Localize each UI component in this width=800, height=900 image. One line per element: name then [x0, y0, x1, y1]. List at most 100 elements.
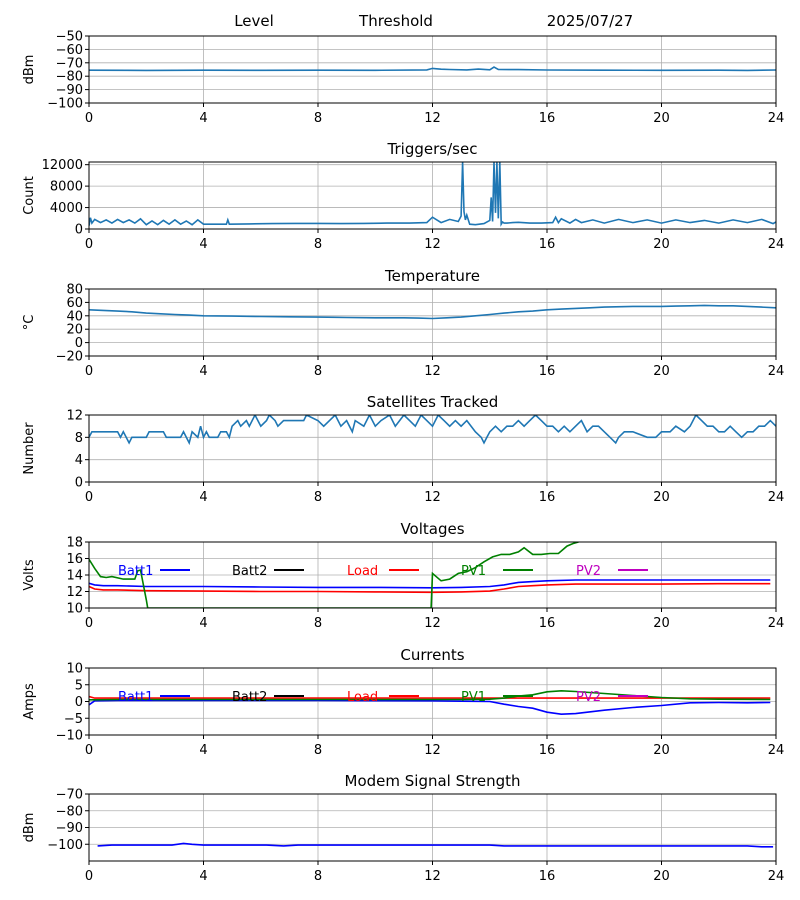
x-tick-label: 4 — [199, 869, 207, 884]
y-tick-label: −100 — [47, 838, 83, 853]
y-tick-label: 8000 — [50, 180, 83, 195]
y-tick-label: −20 — [56, 350, 83, 365]
x-tick-label: 20 — [653, 364, 670, 379]
legend-label: Batt1 — [118, 690, 153, 705]
chart-title: Currents — [400, 646, 464, 664]
x-tick-label: 24 — [768, 490, 785, 505]
x-tick-label: 0 — [85, 743, 93, 758]
legend-label: PV2 — [576, 690, 601, 705]
y-tick-label: 8 — [75, 431, 83, 446]
y-tick-label: 10 — [66, 662, 83, 677]
x-tick-label: 4 — [199, 490, 207, 505]
y-tick-label: −90 — [56, 821, 83, 836]
series-line-batt1 — [89, 699, 771, 716]
x-tick-label: 0 — [85, 490, 93, 505]
x-tick-label: 20 — [653, 111, 670, 126]
y-tick-label: −50 — [56, 30, 83, 45]
x-tick-label: 16 — [539, 743, 556, 758]
y-axis-label: Volts — [22, 559, 37, 591]
legend-label: Batt2 — [232, 690, 267, 705]
chart-title: Temperature — [384, 267, 480, 285]
panel-level: 0 4 8 12 16 20 24 −100−90−80−70−60−50 dBm — [22, 30, 784, 127]
x-tick-label: 24 — [768, 869, 785, 884]
x-tick-label: 16 — [539, 111, 556, 126]
x-tick-label: 24 — [768, 616, 785, 631]
y-axis-label: Amps — [22, 683, 37, 720]
x-tick-label: 20 — [653, 743, 670, 758]
series-line — [89, 162, 776, 227]
header-threshold: Threshold — [358, 12, 433, 30]
x-tick-label: 20 — [653, 616, 670, 631]
x-tick-label: 4 — [199, 743, 207, 758]
y-axis-label: °C — [22, 315, 37, 331]
chart-title: Modem Signal Strength — [345, 772, 521, 790]
x-tick-label: 8 — [314, 869, 322, 884]
panel-currents: 0 4 8 12 16 20 24 −10 −5 0 510 Currents Amps Batt1 Bat… — [22, 646, 784, 758]
x-tick-label: 0 — [85, 616, 93, 631]
y-tick-label: −5 — [64, 712, 83, 727]
y-axis-label: dBm — [22, 55, 37, 85]
legend-label: PV1 — [461, 564, 486, 579]
x-tick-label: 16 — [539, 616, 556, 631]
series-line — [89, 415, 776, 446]
y-tick-label: 0 — [75, 476, 83, 491]
chart-title: Satellites Tracked — [367, 393, 498, 411]
x-tick-label: 4 — [199, 111, 207, 126]
y-tick-label: 12000 — [42, 158, 83, 173]
panel-satellites: 0 4 8 12 16 20 24 0 4 8 12 Satellites Tracked Number — [22, 393, 784, 505]
y-tick-label: 4 — [75, 453, 83, 468]
x-tick-label: 16 — [539, 869, 556, 884]
y-tick-label: 4000 — [50, 201, 83, 216]
y-tick-label: −70 — [56, 56, 83, 71]
x-tick-label: 8 — [314, 237, 322, 252]
y-tick-label: 10 — [66, 602, 83, 617]
y-axis-label: dBm — [22, 813, 37, 843]
y-tick-label: 0 — [75, 336, 83, 351]
series-line — [89, 66, 776, 72]
y-tick-label: −80 — [56, 804, 83, 819]
x-tick-label: 20 — [653, 869, 670, 884]
x-tick-label: 12 — [424, 111, 441, 126]
panel-triggers: 0 4 8 12 16 20 24 0 4000 8000 12000 Triggers/sec Cou… — [22, 140, 784, 252]
series-line-pv1 — [89, 542, 579, 608]
y-tick-label: −10 — [56, 729, 83, 744]
x-tick-label: 8 — [314, 111, 322, 126]
x-tick-label: 4 — [199, 364, 207, 379]
x-tick-label: 8 — [314, 364, 322, 379]
header-level: Level — [234, 12, 274, 30]
x-tick-label: 12 — [424, 743, 441, 758]
legend-label: Batt2 — [232, 564, 267, 579]
series-line-batt1 — [89, 579, 771, 589]
x-tick-label: 0 — [85, 364, 93, 379]
y-tick-label: 0 — [75, 695, 83, 710]
legend-label: Batt1 — [118, 564, 153, 579]
x-tick-label: 12 — [424, 490, 441, 505]
x-tick-label: 12 — [424, 616, 441, 631]
x-tick-label: 20 — [653, 237, 670, 252]
legend-label: PV1 — [461, 690, 486, 705]
y-tick-label: 40 — [66, 309, 83, 324]
x-tick-label: 12 — [424, 869, 441, 884]
header-date: 2025/07/27 — [547, 12, 633, 30]
chart-title: Voltages — [400, 520, 464, 538]
x-tick-label: 24 — [768, 743, 785, 758]
x-tick-label: 0 — [85, 237, 93, 252]
y-axis-label: Count — [22, 176, 37, 215]
x-tick-label: 12 — [424, 364, 441, 379]
x-tick-label: 0 — [85, 111, 93, 126]
y-tick-label: 12 — [66, 585, 83, 600]
x-tick-label: 16 — [539, 490, 556, 505]
series-line — [89, 304, 776, 320]
x-tick-label: 12 — [424, 237, 441, 252]
y-tick-label: 80 — [66, 283, 83, 298]
chart-title: Triggers/sec — [387, 140, 478, 158]
legend-label: PV2 — [576, 564, 601, 579]
y-tick-label: 14 — [66, 569, 83, 584]
y-tick-label: 5 — [75, 678, 83, 693]
x-tick-label: 8 — [314, 743, 322, 758]
y-tick-label: 16 — [66, 552, 83, 567]
x-tick-label: 24 — [768, 364, 785, 379]
